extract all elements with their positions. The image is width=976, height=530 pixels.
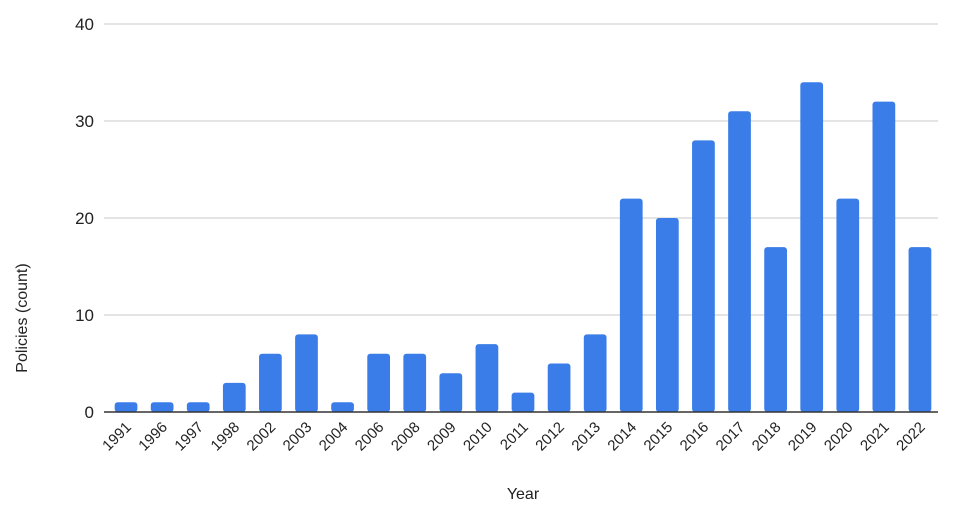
x-tick-label: 2013	[568, 419, 604, 455]
x-tick-label: 2015	[641, 419, 677, 455]
y-tick-label: 40	[75, 15, 94, 34]
bar-1991	[114, 402, 138, 412]
x-tick-label: 2022	[893, 419, 929, 455]
y-tick-label: 30	[75, 112, 94, 131]
y-tick-label: 10	[75, 306, 94, 325]
x-tick-label: 2010	[460, 419, 496, 455]
y-tick-label: 0	[85, 403, 94, 422]
y-axis-label: Policies (count)	[8, 218, 38, 418]
bar-1998	[222, 382, 246, 412]
bar-2021	[872, 101, 896, 412]
x-tick-label: 2011	[497, 419, 532, 454]
bar-2011	[511, 392, 535, 412]
x-tick-label: 2017	[713, 419, 749, 455]
x-tick-label: 2019	[785, 419, 821, 455]
x-tick-label: 2018	[749, 419, 785, 455]
bar-2014	[619, 198, 643, 412]
x-axis-title: Year	[506, 486, 540, 503]
x-tick-label: 1998	[208, 419, 244, 455]
bar-2010	[475, 344, 499, 412]
x-tick-label: 2006	[352, 419, 388, 455]
x-axis-label: Year	[0, 486, 976, 504]
x-tick-label: 1997	[171, 419, 207, 455]
bar-2017	[728, 111, 751, 413]
bar-2022	[908, 247, 932, 412]
bar-2015	[655, 218, 679, 412]
bar-2006	[367, 353, 391, 412]
x-tick-label: 2020	[821, 419, 857, 455]
bar-1997	[186, 402, 210, 412]
x-tick-label: 2003	[280, 419, 316, 455]
bar-2009	[439, 373, 463, 412]
x-tick-label: 2016	[677, 419, 713, 455]
bar-2012	[547, 363, 571, 412]
x-tick-label: 1996	[135, 419, 171, 455]
x-tick-label: 1991	[99, 419, 135, 455]
y-tick-label: 20	[75, 209, 94, 228]
bar-2002	[259, 353, 282, 412]
bar-2003	[295, 334, 318, 412]
bar-1996	[150, 402, 174, 412]
bar-2020	[836, 198, 860, 412]
x-tick-label: 2009	[424, 419, 460, 455]
x-tick-label: 2008	[388, 419, 424, 455]
bar-2004	[331, 402, 354, 412]
bar-2013	[583, 334, 607, 412]
y-axis-title: Policies (count)	[14, 263, 31, 373]
bar-2019	[800, 82, 824, 412]
bar-2016	[692, 140, 715, 412]
bar-2008	[403, 353, 427, 412]
x-tick-label: 2014	[604, 419, 640, 455]
x-tick-label: 2002	[244, 419, 280, 455]
x-tick-label: 2012	[532, 419, 568, 455]
x-tick-label: 2021	[857, 419, 893, 455]
bar-2018	[764, 247, 787, 412]
x-tick-label: 2004	[316, 419, 352, 455]
